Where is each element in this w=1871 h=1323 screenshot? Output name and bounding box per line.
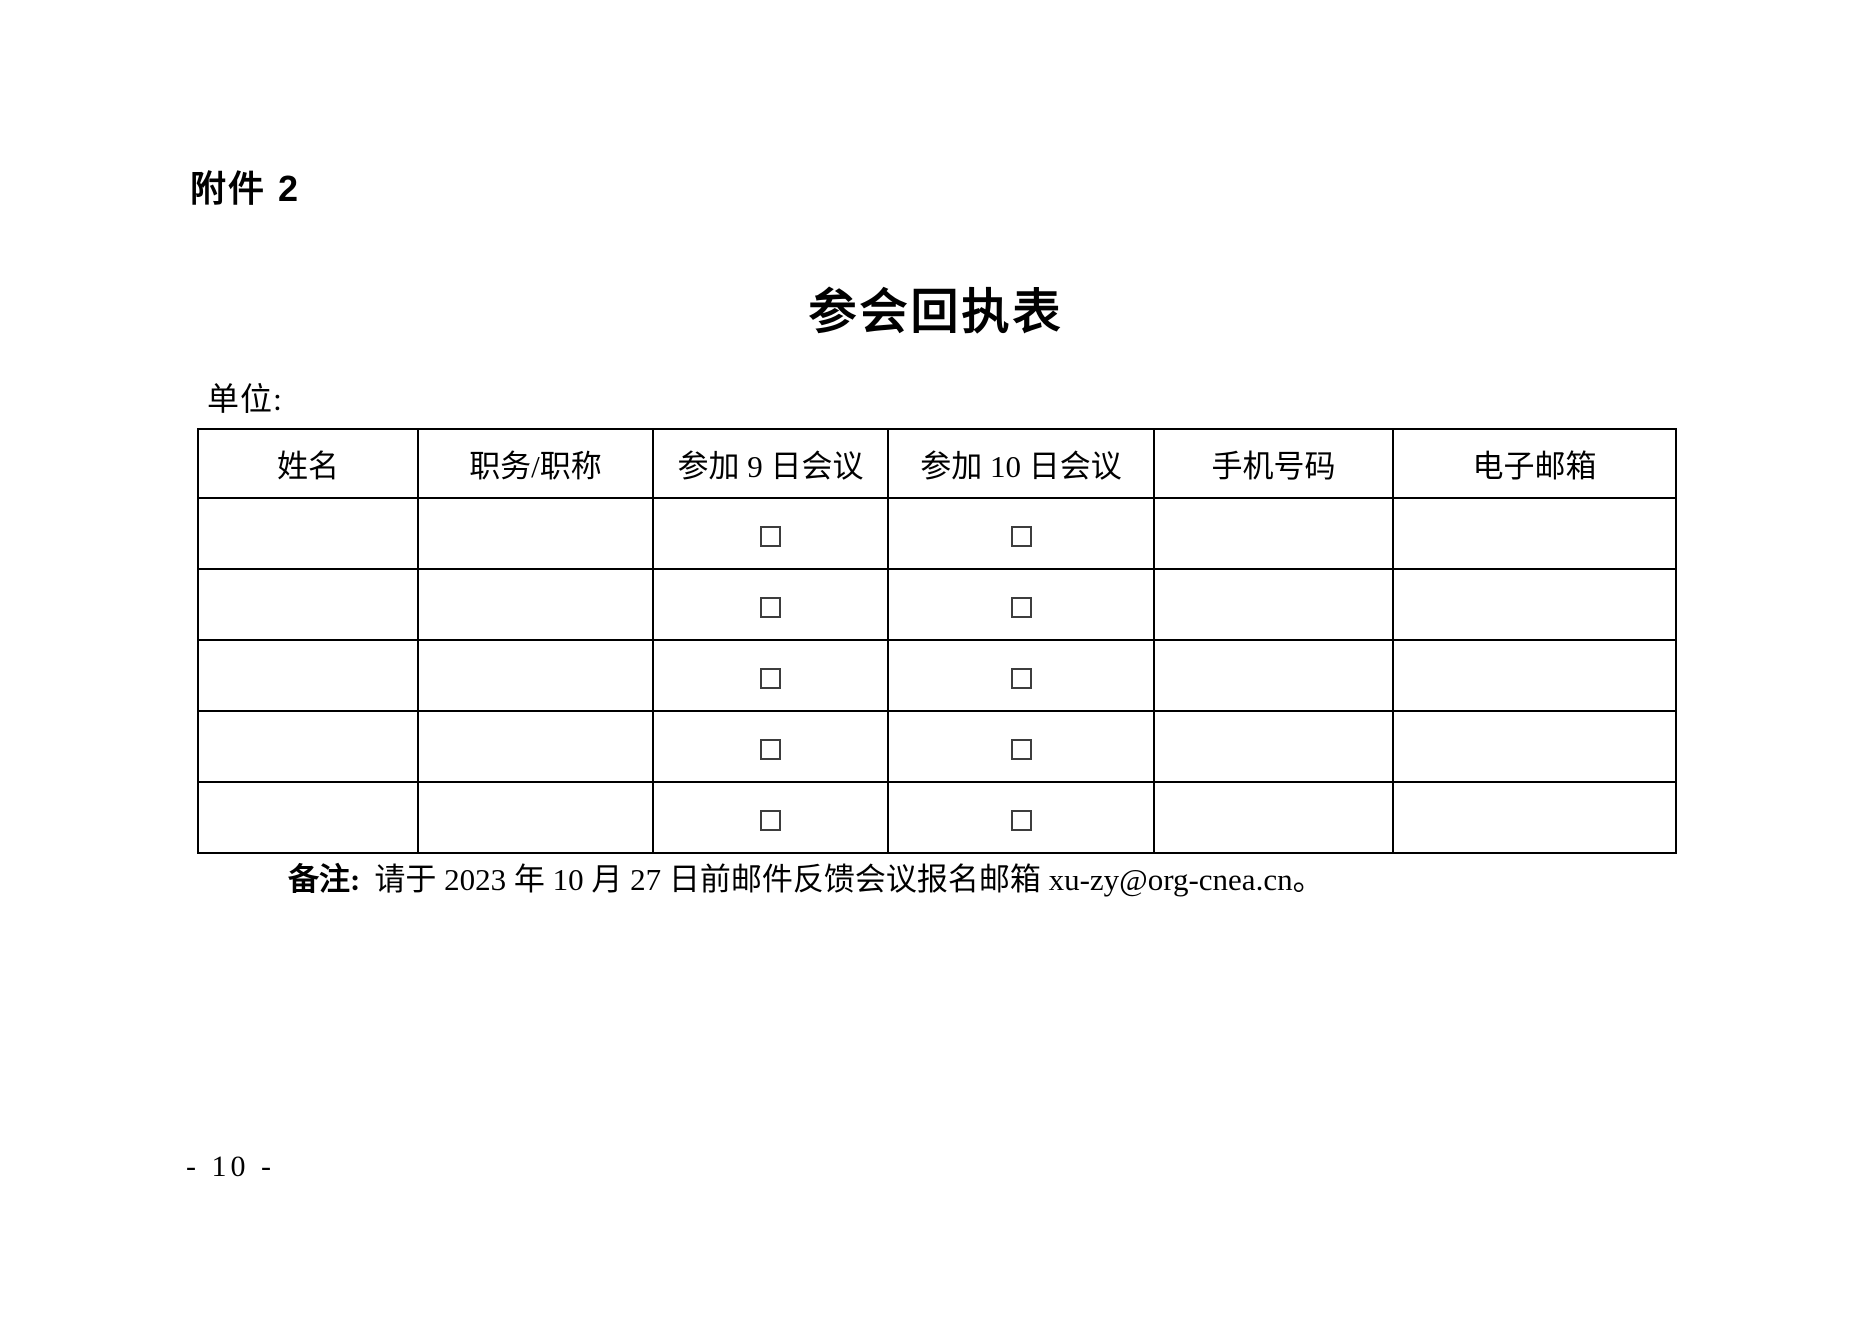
cell-phone[interactable]	[1153, 781, 1394, 854]
cell-name[interactable]	[197, 568, 419, 641]
cell-day9	[652, 568, 889, 641]
note-text: 请于 2023 年 10 月 27 日前邮件反馈会议报名邮箱 xu-zy@org…	[374, 862, 1324, 897]
note-label: 备注:	[288, 862, 361, 897]
cell-position[interactable]	[417, 781, 654, 854]
col-header-email: 电子邮箱	[1392, 428, 1677, 499]
cell-email[interactable]	[1392, 781, 1677, 854]
table-row	[197, 781, 1677, 854]
cell-email[interactable]	[1392, 497, 1677, 570]
checkbox-day10-icon[interactable]	[1010, 596, 1032, 618]
page-title: 参会回执表	[808, 286, 1064, 339]
unit-label: 单位:	[207, 381, 283, 417]
cell-email[interactable]	[1392, 639, 1677, 712]
checkbox-day9-icon[interactable]	[760, 596, 781, 618]
cell-position[interactable]	[417, 639, 654, 712]
cell-day10	[887, 710, 1155, 783]
cell-position[interactable]	[417, 710, 654, 783]
cell-name[interactable]	[197, 710, 419, 783]
col-header-day10: 参加 10 日会议	[887, 428, 1155, 499]
table-row	[197, 497, 1677, 570]
cell-day10	[887, 639, 1155, 712]
checkbox-day10-icon[interactable]	[1010, 809, 1032, 831]
table-row	[197, 568, 1677, 641]
checkbox-day10-icon[interactable]	[1010, 667, 1032, 689]
cell-name[interactable]	[197, 639, 419, 712]
cell-day10	[887, 568, 1155, 641]
table-row	[197, 639, 1677, 712]
col-header-position: 职务/职称	[417, 428, 654, 499]
col-header-name: 姓名	[197, 428, 419, 499]
cell-email[interactable]	[1392, 710, 1677, 783]
cell-phone[interactable]	[1153, 710, 1394, 783]
cell-day10	[887, 781, 1155, 854]
checkbox-day9-icon[interactable]	[760, 738, 781, 760]
cell-phone[interactable]	[1153, 497, 1394, 570]
reply-table: 姓名 职务/职称 参加 9 日会议 参加 10 日会议 手机号码 电子邮箱	[197, 428, 1677, 854]
cell-day9	[652, 639, 889, 712]
checkbox-day10-icon[interactable]	[1010, 525, 1032, 547]
cell-name[interactable]	[197, 781, 419, 854]
table-row	[197, 710, 1677, 783]
note: 备注: 请于 2023 年 10 月 27 日前邮件反馈会议报名邮箱 xu-zy@…	[288, 854, 1324, 899]
checkbox-day9-icon[interactable]	[760, 667, 781, 689]
cell-day10	[887, 497, 1155, 570]
checkbox-day9-icon[interactable]	[760, 809, 781, 831]
cell-day9	[652, 781, 889, 854]
checkbox-day10-icon[interactable]	[1010, 738, 1032, 760]
cell-name[interactable]	[197, 497, 419, 570]
cell-phone[interactable]	[1153, 568, 1394, 641]
cell-email[interactable]	[1392, 568, 1677, 641]
col-header-phone: 手机号码	[1153, 428, 1394, 499]
checkbox-day9-icon[interactable]	[760, 525, 781, 547]
table-header-row: 姓名 职务/职称 参加 9 日会议 参加 10 日会议 手机号码 电子邮箱	[197, 428, 1677, 499]
cell-day9	[652, 710, 889, 783]
cell-position[interactable]	[417, 497, 654, 570]
col-header-day9: 参加 9 日会议	[652, 428, 889, 499]
attachment-label: 附件 2	[190, 168, 301, 209]
cell-day9	[652, 497, 889, 570]
cell-phone[interactable]	[1153, 639, 1394, 712]
page-number: - 10 -	[186, 1150, 275, 1183]
cell-position[interactable]	[417, 568, 654, 641]
